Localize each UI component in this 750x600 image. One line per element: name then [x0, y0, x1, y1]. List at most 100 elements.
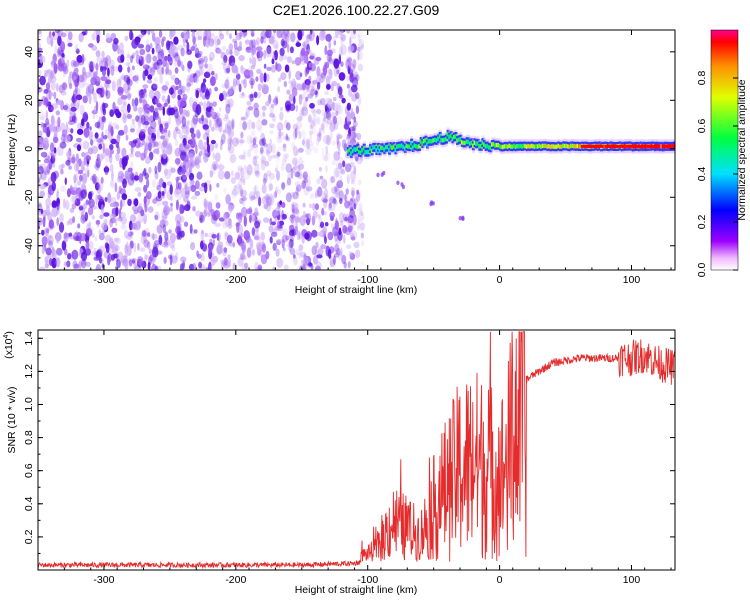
noise-speck: [120, 95, 128, 100]
noise-speck: [208, 38, 215, 47]
noise-speck: [57, 30, 64, 37]
noise-speck: [95, 100, 99, 112]
noise-speck: [312, 210, 318, 219]
noise-speck: [284, 35, 290, 44]
carrier-core: [396, 144, 399, 149]
noise-speck: [46, 253, 52, 259]
noise-speck: [225, 91, 233, 97]
x-tick-label: -200: [225, 274, 246, 286]
noise-speck: [282, 143, 287, 152]
noise-speck: [300, 47, 306, 57]
noise-speck: [325, 111, 332, 120]
noise-speck: [337, 147, 341, 156]
noise-speck: [60, 168, 64, 175]
noise-speck: [137, 243, 140, 251]
carrier-core: [573, 144, 577, 149]
noise-speck: [32, 141, 37, 147]
noise-speck: [61, 240, 67, 251]
noise-speck: [51, 31, 59, 41]
noise-speck: [48, 240, 54, 249]
noise-speck: [125, 175, 130, 183]
noise-speck: [38, 202, 42, 207]
noise-speck: [301, 160, 305, 166]
noise-speck: [294, 206, 298, 211]
noise-speck: [176, 176, 183, 181]
noise-speck: [88, 43, 94, 48]
noise-speck: [165, 80, 170, 86]
noise-speck: [91, 145, 98, 154]
noise-speck: [184, 190, 190, 199]
carrier-core: [536, 144, 540, 149]
noise-speck: [214, 222, 222, 227]
noise-speck: [156, 59, 163, 66]
noise-speck: [296, 149, 300, 156]
noise-speck: [143, 184, 148, 193]
noise-speck: [64, 248, 68, 256]
noise-speck: [205, 107, 213, 118]
noise-speck: [96, 50, 100, 56]
noise-speck: [55, 125, 62, 133]
noise-speck: [301, 180, 307, 190]
noise-speck: [263, 50, 267, 60]
noise-speck: [219, 93, 224, 102]
noise-speck: [281, 228, 289, 237]
noise-speck: [214, 123, 219, 132]
noise-speck: [68, 232, 73, 237]
noise-speck: [43, 97, 49, 106]
noise-speck: [98, 232, 105, 241]
noise-speck: [343, 193, 349, 203]
noise-speck: [349, 132, 357, 139]
noise-speck: [105, 88, 108, 97]
noise-speck: [240, 232, 243, 239]
noise-speck: [153, 107, 159, 118]
noise-speck: [110, 180, 115, 188]
x-tick-label: 100: [623, 274, 641, 286]
noise-speck: [276, 257, 284, 268]
noise-speck: [240, 131, 244, 139]
noise-speck: [253, 233, 261, 241]
noise-speck: [43, 137, 49, 147]
noise-speck: [210, 214, 218, 225]
noise-speck: [251, 248, 255, 256]
noise-speck: [139, 94, 145, 104]
noise-speck: [185, 83, 191, 93]
noise-speck: [130, 145, 134, 155]
noise-speck: [240, 167, 245, 178]
noise-speck: [101, 50, 105, 59]
noise-speck: [153, 128, 157, 136]
noise-speck: [260, 132, 266, 143]
noise-speck: [321, 207, 325, 216]
noise-speck: [50, 142, 54, 153]
carrier-core: [448, 134, 452, 140]
noise-speck: [38, 99, 42, 107]
carrier-core: [522, 143, 526, 149]
noise-speck: [262, 111, 266, 117]
noise-speck: [115, 206, 119, 217]
noise-speck: [147, 206, 154, 213]
noise-speck: [250, 80, 254, 89]
noise-speck: [328, 175, 332, 186]
carrier-core: [410, 140, 414, 146]
noise-speck: [249, 78, 256, 86]
noise-speck: [114, 237, 121, 245]
noise-speck: [191, 77, 194, 83]
noise-speck: [262, 173, 268, 183]
noise-speck: [281, 202, 286, 208]
noise-speck: [67, 252, 72, 260]
noise-speck: [181, 168, 187, 173]
noise-speck: [323, 134, 330, 145]
noise-speck: [84, 30, 88, 36]
carrier-core: [430, 139, 434, 144]
carrier-peak: [604, 144, 616, 148]
noise-speck: [357, 51, 360, 61]
carrier-core: [418, 144, 422, 149]
noise-speck: [179, 204, 182, 215]
noise-speck: [146, 39, 150, 49]
noise-speck: [336, 180, 344, 189]
noise-speck: [225, 194, 231, 205]
noise-speck: [301, 259, 307, 265]
noise-speck: [284, 119, 289, 129]
noise-speck: [125, 155, 129, 161]
noise-speck: [116, 258, 121, 269]
carrier-core: [543, 143, 547, 149]
